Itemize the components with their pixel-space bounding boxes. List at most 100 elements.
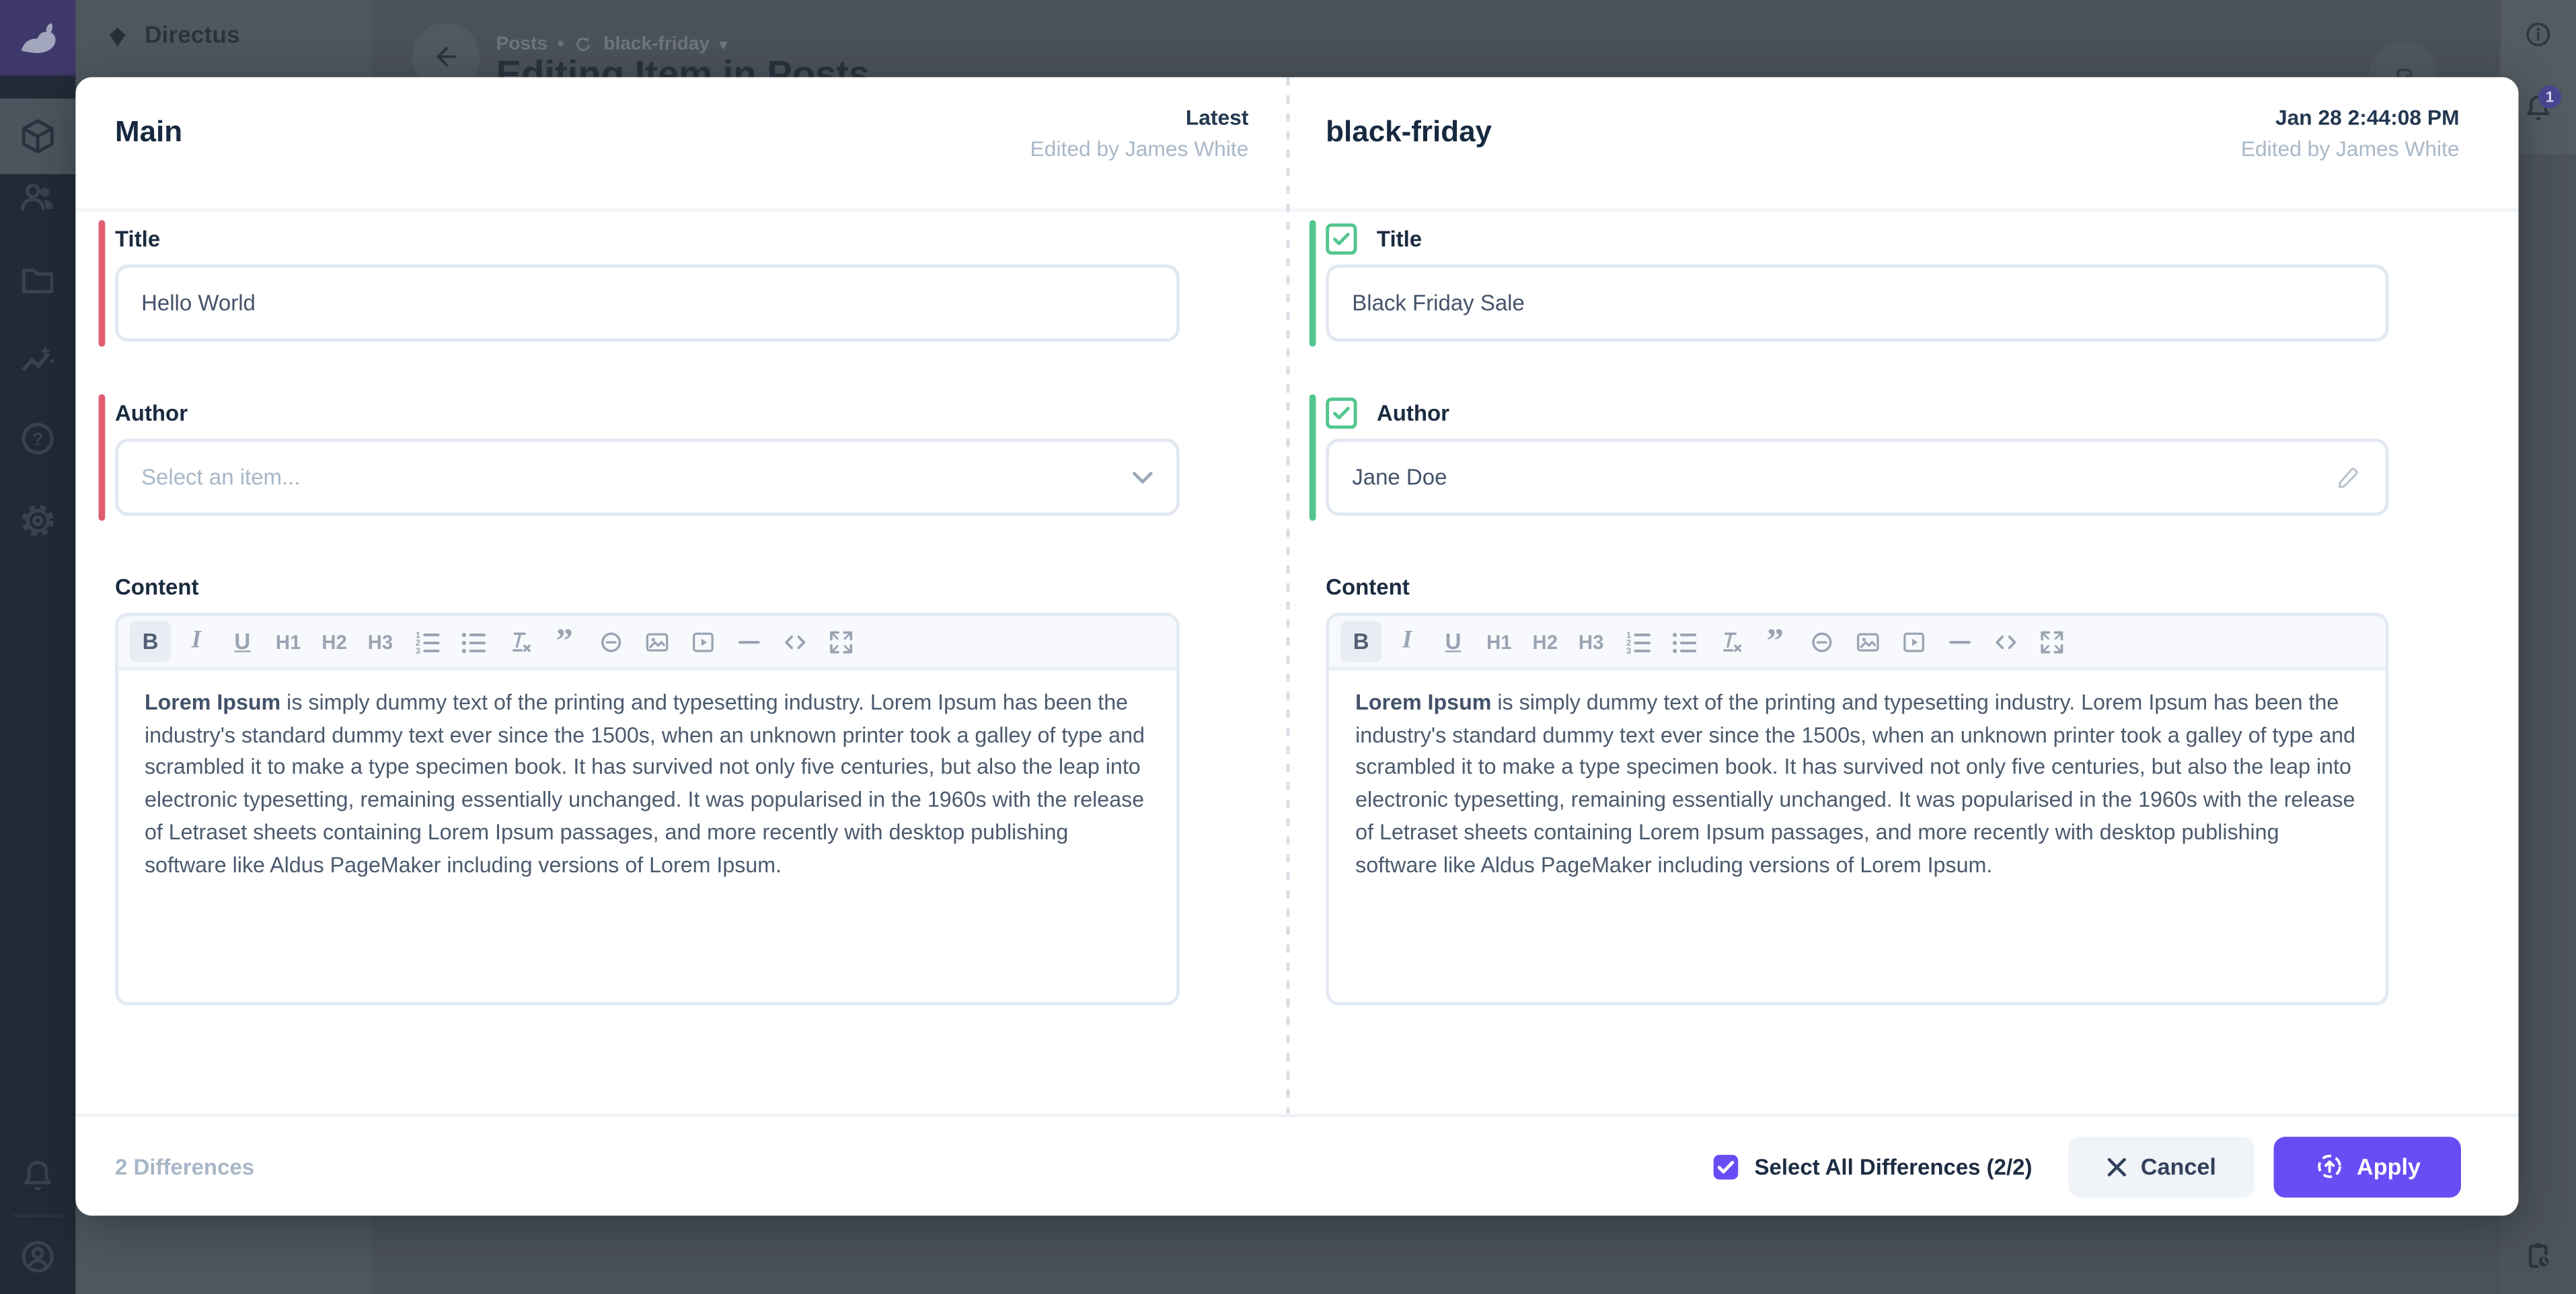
cancel-label: Cancel (2140, 1153, 2216, 1180)
toolbar-image-button[interactable] (1846, 621, 1887, 662)
toolbar-code-button[interactable] (1985, 621, 2026, 662)
added-indicator (1309, 394, 1316, 521)
svg-text:2: 2 (415, 637, 420, 647)
author-diff-checkbox[interactable] (1326, 396, 1357, 428)
breadcrumb-version[interactable]: black-friday (603, 34, 710, 54)
toolbar-h2-button[interactable]: H2 (321, 630, 347, 653)
svg-text:1: 1 (415, 629, 420, 639)
author-value: Jane Doe (1352, 465, 1447, 490)
help-module-icon[interactable]: ? (18, 419, 58, 459)
toolbar-code-button[interactable] (773, 621, 815, 662)
content-field-label: Content (114, 574, 199, 599)
pane-title-main: Main (114, 114, 183, 148)
editor-content[interactable]: Lorem Ipsum is simply dummy text of the … (1329, 671, 2386, 898)
toolbar-h2-button[interactable]: H2 (1532, 630, 1558, 653)
field-author-main: Author Select an item... (98, 394, 1180, 521)
cancel-button[interactable]: Cancel (2068, 1136, 2255, 1197)
edit-pencil-icon[interactable] (2335, 463, 2363, 492)
pane-dashed-divider (1286, 77, 1290, 1114)
apply-commit-icon (2314, 1151, 2344, 1181)
toolbar-fullscreen-button[interactable] (2031, 621, 2072, 662)
toolbar-h1-button[interactable]: H1 (275, 630, 301, 653)
project-chooser[interactable]: Directus (105, 23, 240, 49)
field-title-version: Title Black Friday Sale (1309, 220, 2389, 347)
toolbar-blockquote-button[interactable]: ” (556, 620, 573, 660)
project-pin-icon (105, 24, 130, 48)
toolbar-h3-button[interactable]: H3 (367, 630, 393, 653)
content-module-icon[interactable] (18, 116, 58, 156)
rich-text-editor[interactable]: B I U H1 H2 H3 1 2 3 ” Lorem Ipsum is simply dumm… (1326, 613, 2389, 1005)
toolbar-underline-button[interactable]: U (1445, 629, 1462, 654)
title-input[interactable]: Black Friday Sale (1326, 264, 2389, 342)
editor-content[interactable]: Lorem Ipsum is simply dummy text of the … (118, 671, 1176, 898)
svg-text:3: 3 (1626, 645, 1630, 655)
toolbar-underline-button[interactable]: U (234, 629, 251, 654)
apply-button[interactable]: Apply (2273, 1136, 2462, 1197)
edited-by-label: Edited by James White (2240, 136, 2460, 161)
pane-title-version: black-friday (1326, 114, 1492, 148)
toolbar-remove-format-button[interactable] (498, 621, 539, 662)
dialog-footer: 2 Differences Select All Differences (2/… (75, 1114, 2519, 1216)
breadcrumb-collection[interactable]: Posts (496, 34, 548, 54)
toolbar-h3-button[interactable]: H3 (1578, 630, 1604, 653)
breadcrumb[interactable]: Posts • black-friday ▾ (496, 34, 727, 54)
notification-badge: 1 (2538, 85, 2562, 109)
content-body-text: is simply dummy text of the printing and… (144, 689, 1145, 877)
main-version-pane: Main Latest Edited by James White Title … (75, 77, 1288, 1114)
toolbar-blockquote-button[interactable]: ” (1766, 620, 1784, 660)
author-field-label: Author (114, 399, 188, 425)
toolbar-h1-button[interactable]: H1 (1486, 630, 1512, 653)
field-content-version: Content B I U H1 H2 H3 1 2 3 ” Lorem Ipsum is sim… (1326, 573, 2389, 1005)
apply-label: Apply (2357, 1153, 2421, 1180)
toolbar-bullet-list-button[interactable] (1663, 621, 1704, 662)
version-caret-icon[interactable]: ▾ (719, 35, 727, 52)
toolbar-italic-button[interactable]: I (191, 627, 202, 654)
revisions-icon[interactable] (2520, 1239, 2556, 1275)
insights-module-icon[interactable] (18, 340, 58, 380)
toolbar-fullscreen-button[interactable] (820, 621, 861, 662)
user-avatar[interactable] (18, 1237, 58, 1277)
info-icon[interactable] (2524, 20, 2553, 49)
author-placeholder: Select an item... (141, 465, 301, 490)
toolbar-image-button[interactable] (636, 621, 677, 662)
edited-by-label: Edited by James White (1030, 136, 1249, 161)
toolbar-italic-button[interactable]: I (1402, 627, 1412, 654)
pane-header-divider (75, 208, 2519, 213)
author-select[interactable]: Select an item... (114, 439, 1180, 516)
version-compare-dialog: Main Latest Edited by James White Title … (75, 77, 2519, 1216)
select-all-differences[interactable]: Select All Differences (2/2) (1713, 1153, 2032, 1179)
added-indicator (1309, 220, 1316, 347)
editor-toolbar: B I U H1 H2 H3 1 2 3 ” (118, 615, 1176, 671)
notifications-tray-icon[interactable] (18, 1157, 58, 1196)
author-field[interactable]: Jane Doe (1326, 439, 2389, 516)
title-field-label: Title (1376, 225, 1423, 251)
toolbar-bullet-list-button[interactable] (452, 621, 493, 662)
toolbar-horizontal-rule-button[interactable] (728, 621, 769, 662)
toolbar-remove-format-button[interactable] (1708, 621, 1749, 662)
files-module-icon[interactable] (18, 260, 58, 299)
toolbar-horizontal-rule-button[interactable] (1938, 621, 1979, 662)
toolbar-bold-button[interactable]: B (1340, 621, 1382, 662)
title-diff-checkbox[interactable] (1326, 222, 1357, 254)
toolbar-link-button[interactable] (1801, 621, 1842, 662)
content-bold-lead: Lorem Ipsum (1355, 689, 1492, 715)
directus-logo[interactable] (0, 0, 76, 76)
users-module-icon[interactable] (18, 178, 58, 217)
rich-text-editor[interactable]: B I U H1 H2 H3 1 2 3 ” Lorem Ipsum is simply dumm… (114, 613, 1180, 1005)
toolbar-link-button[interactable] (590, 621, 631, 662)
title-value: Hello World (141, 291, 256, 315)
toolbar-bold-button[interactable]: B (129, 621, 172, 662)
author-field-label: Author (1376, 399, 1449, 425)
svg-text:1: 1 (1626, 629, 1630, 639)
toolbar-media-button[interactable] (1893, 621, 1934, 662)
title-input[interactable]: Hello World (114, 264, 1180, 342)
content-body-text: is simply dummy text of the printing and… (1355, 689, 2356, 877)
select-all-checkbox[interactable] (1713, 1153, 1739, 1179)
settings-module-icon[interactable] (18, 501, 58, 541)
version-icon (574, 34, 593, 54)
toolbar-media-button[interactable] (682, 621, 723, 662)
removed-indicator (98, 394, 106, 521)
chevron-down-icon[interactable] (1132, 470, 1153, 485)
